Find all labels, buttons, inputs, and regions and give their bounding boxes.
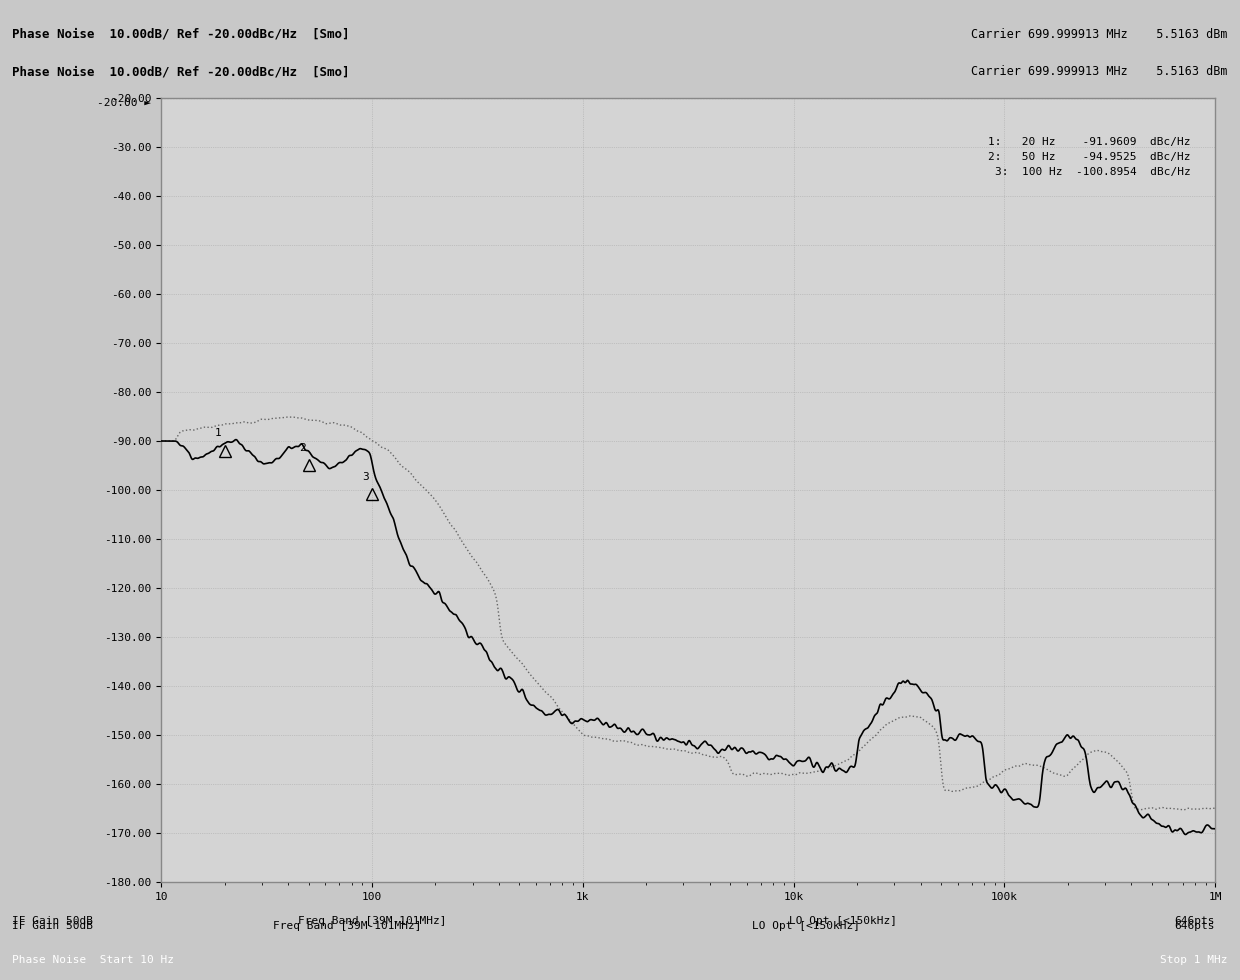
Text: IF Gain 50dB: IF Gain 50dB (12, 921, 93, 931)
Text: 646pts: 646pts (1174, 921, 1215, 931)
Text: -20.00 ►: -20.00 ► (97, 98, 151, 108)
Text: LO Opt [<150kHz]: LO Opt [<150kHz] (751, 921, 861, 931)
Text: Phase Noise  10.00dB/ Ref -20.00dBc/Hz  [Smo]: Phase Noise 10.00dB/ Ref -20.00dBc/Hz [S… (12, 27, 350, 41)
Text: 1: 1 (215, 428, 222, 438)
Text: LO Opt [<150kHz]: LO Opt [<150kHz] (789, 916, 898, 926)
Text: 2: 2 (299, 443, 305, 453)
Text: Stop 1 MHz: Stop 1 MHz (1161, 956, 1228, 965)
Text: 3: 3 (362, 471, 370, 482)
Text: Phase Noise  Start 10 Hz: Phase Noise Start 10 Hz (12, 956, 175, 965)
Text: Freq Band [39M-101MHz]: Freq Band [39M-101MHz] (273, 921, 422, 931)
Text: Carrier 699.999913 MHz    5.5163 dBm: Carrier 699.999913 MHz 5.5163 dBm (971, 27, 1228, 41)
Text: Carrier 699.999913 MHz    5.5163 dBm: Carrier 699.999913 MHz 5.5163 dBm (971, 66, 1228, 78)
Text: 1:   20 Hz    -91.9609  dBc/Hz
2:   50 Hz    -94.9525  dBc/Hz
3:  100 Hz  -100.8: 1: 20 Hz -91.9609 dBc/Hz 2: 50 Hz -94.95… (988, 137, 1190, 176)
Text: IF Gain 50dB: IF Gain 50dB (12, 916, 93, 926)
Text: 646pts: 646pts (1174, 916, 1215, 926)
Text: Freq Band [39M-101MHz]: Freq Band [39M-101MHz] (298, 916, 446, 926)
Text: Phase Noise  10.00dB/ Ref -20.00dBc/Hz  [Smo]: Phase Noise 10.00dB/ Ref -20.00dBc/Hz [S… (12, 66, 350, 78)
